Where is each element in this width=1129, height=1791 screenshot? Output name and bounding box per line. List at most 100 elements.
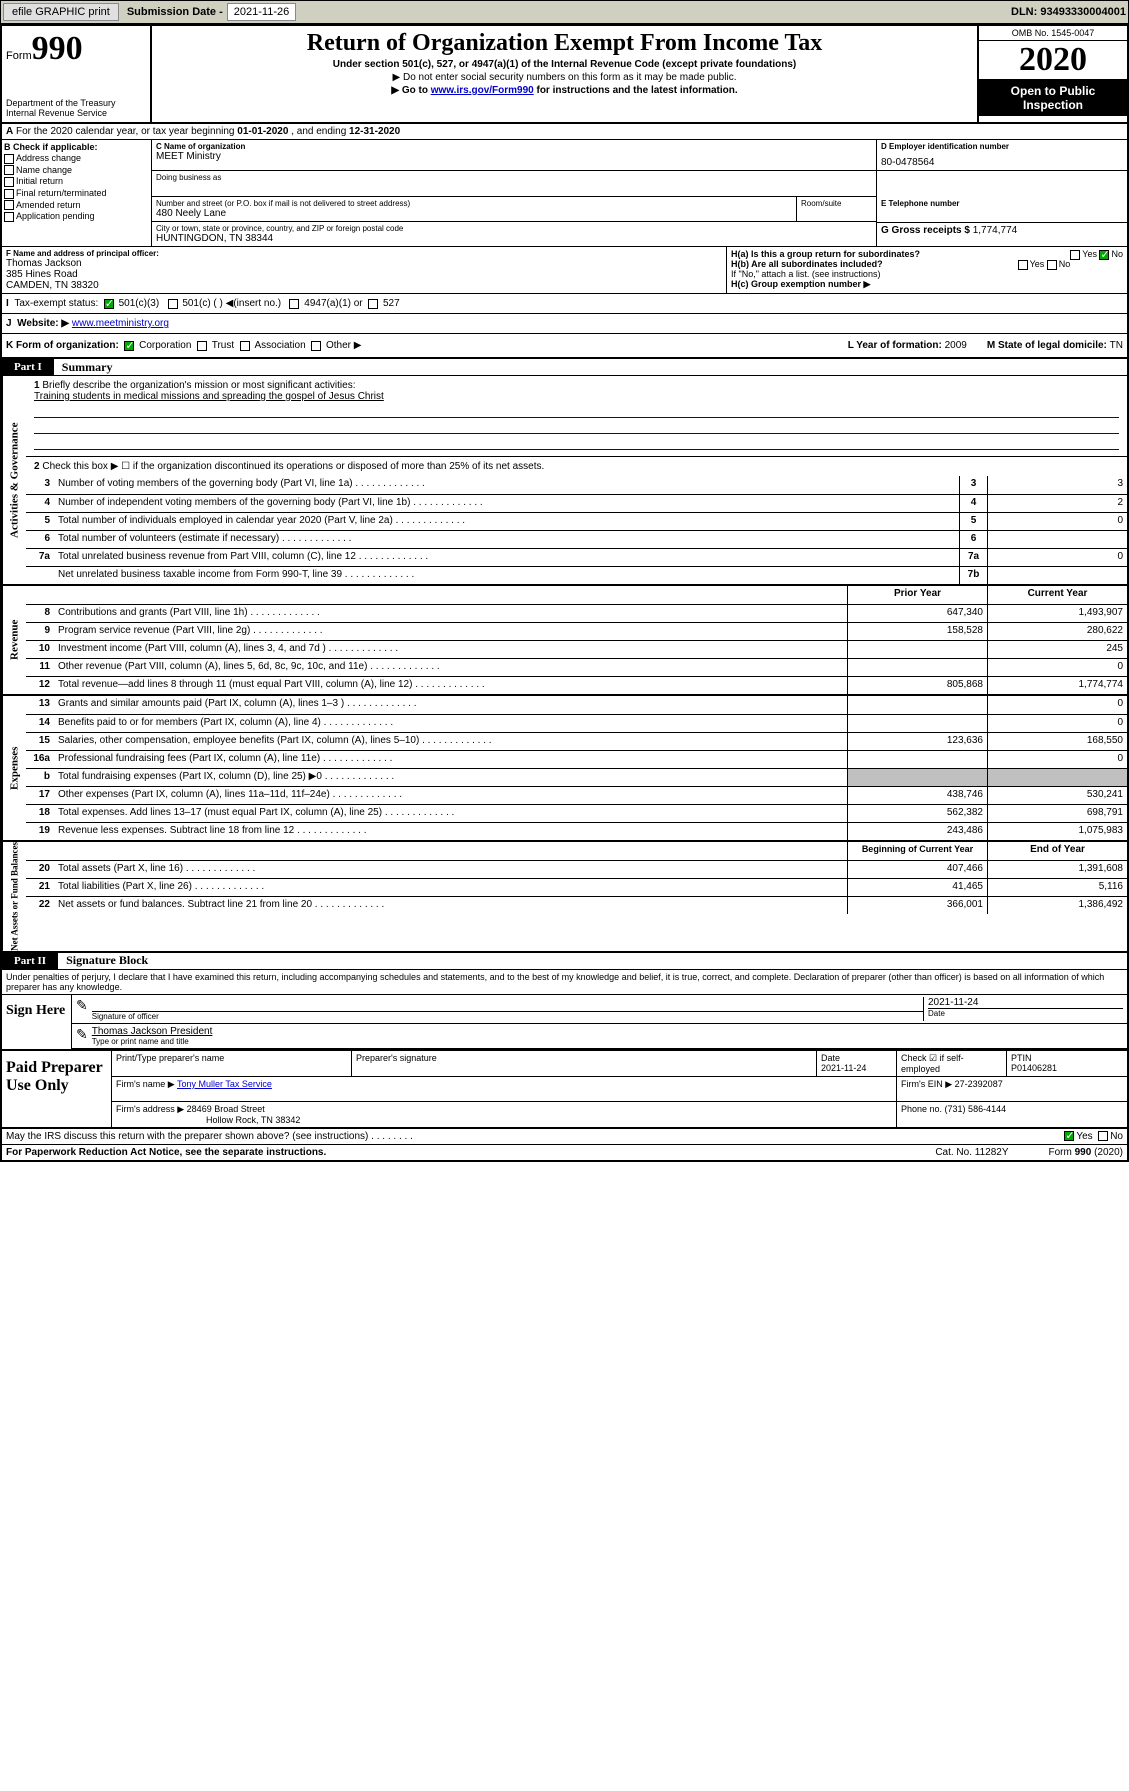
chk-initial[interactable]: Initial return	[4, 176, 149, 187]
header-prior: Prior Year	[847, 586, 987, 604]
box-f: F Name and address of principal officer:…	[2, 247, 727, 293]
ein-value: 80-0478564	[881, 157, 1123, 168]
tax-year: 2020	[979, 41, 1127, 80]
toolbar: efile GRAPHIC print Submission Date - 20…	[0, 0, 1129, 24]
chk-pending[interactable]: Application pending	[4, 211, 149, 222]
note-ssn: ▶ Do not enter social security numbers o…	[160, 72, 969, 83]
gross-box: G Gross receipts $ 1,774,774	[877, 222, 1127, 246]
chk-discuss-no[interactable]	[1098, 1131, 1108, 1141]
summary-line: 13Grants and similar amounts paid (Part …	[26, 696, 1127, 714]
org-name-box: C Name of organization MEET Ministry	[152, 140, 877, 171]
header-current: Current Year	[987, 586, 1127, 604]
chk-trust[interactable]	[197, 341, 207, 351]
street-address: 480 Neely Lane	[156, 208, 792, 219]
header-begin: Beginning of Current Year	[847, 842, 987, 860]
efile-button[interactable]: efile GRAPHIC print	[3, 3, 119, 21]
officer-addr2: CAMDEN, TN 38320	[6, 280, 722, 291]
chk-other[interactable]	[311, 341, 321, 351]
city-value: HUNTINGDON, TN 38344	[156, 233, 872, 244]
form-ref: Form 990 (2020)	[1049, 1147, 1123, 1158]
header-end: End of Year	[987, 842, 1127, 860]
part1-tab: Part I	[2, 359, 54, 375]
summary-line: 16aProfessional fundraising fees (Part I…	[26, 750, 1127, 768]
website-link[interactable]: www.meetministry.org	[72, 318, 169, 329]
ein-box: D Employer identification number 80-0478…	[877, 140, 1127, 171]
summary-line: 6Total number of volunteers (estimate if…	[26, 530, 1127, 548]
chk-4947[interactable]	[289, 299, 299, 309]
summary-line: 14Benefits paid to or for members (Part …	[26, 714, 1127, 732]
pen-icon: ✎	[76, 1026, 88, 1046]
summary-expenses: Expenses 13Grants and similar amounts pa…	[2, 696, 1127, 842]
part2-header: Part II Signature Block	[2, 953, 1127, 970]
firm-addr2: Hollow Rock, TN 38342	[206, 1115, 300, 1125]
chk-address[interactable]: Address change	[4, 153, 149, 164]
chk-amended[interactable]: Amended return	[4, 200, 149, 211]
note-goto: ▶ Go to www.irs.gov/Form990 for instruct…	[160, 85, 969, 96]
firm-phone: (731) 586-4144	[945, 1104, 1007, 1114]
chk-501c[interactable]	[168, 299, 178, 309]
firm-name[interactable]: Tony Muller Tax Service	[177, 1079, 272, 1089]
row-k: K Form of organization: Corporation Trus…	[2, 334, 1127, 359]
firm-ein: 27-2392087	[955, 1079, 1003, 1089]
omb-number: OMB No. 1545-0047	[979, 26, 1127, 41]
prep-date: 2021-11-24	[821, 1063, 892, 1073]
city-box: City or town, state or province, country…	[152, 222, 877, 246]
summary-line: 18Total expenses. Add lines 13–17 (must …	[26, 804, 1127, 822]
chk-discuss-yes[interactable]	[1064, 1131, 1074, 1141]
pen-icon: ✎	[76, 997, 88, 1021]
part2-title: Signature Block	[58, 953, 148, 968]
org-name: MEET Ministry	[156, 151, 872, 162]
summary-line: 9Program service revenue (Part VIII, lin…	[26, 622, 1127, 640]
submission-date: 2021-11-26	[227, 3, 296, 21]
addr-box: Number and street (or P.O. box if mail i…	[152, 197, 797, 222]
room-box: Room/suite	[797, 197, 877, 222]
mission-text: Training students in medical missions an…	[34, 391, 1119, 402]
chk-name[interactable]: Name change	[4, 165, 149, 176]
officer-addr1: 385 Hines Road	[6, 269, 722, 280]
part2-tab: Part II	[2, 953, 58, 969]
open-inspection: Open to Public Inspection	[979, 80, 1127, 116]
vtab-netassets: Net Assets or Fund Balances	[2, 842, 26, 951]
summary-line: 7aTotal unrelated business revenue from …	[26, 548, 1127, 566]
footer: For Paperwork Reduction Act Notice, see …	[2, 1145, 1127, 1160]
ptin: P01406281	[1011, 1063, 1123, 1073]
summary-line: 20Total assets (Part X, line 16)407,4661…	[26, 860, 1127, 878]
summary-line: 8Contributions and grants (Part VIII, li…	[26, 604, 1127, 622]
chk-final[interactable]: Final return/terminated	[4, 188, 149, 199]
box-h: H(a) Is this a group return for subordin…	[727, 247, 1127, 293]
summary-line: 21Total liabilities (Part X, line 26)41,…	[26, 878, 1127, 896]
part1-title: Summary	[54, 360, 113, 375]
officer-name: Thomas Jackson	[6, 258, 722, 269]
box-cde: C Name of organization MEET Ministry D E…	[152, 140, 1127, 246]
chk-501c3[interactable]	[104, 299, 114, 309]
irs-link[interactable]: www.irs.gov/Form990	[431, 85, 534, 96]
chk-527[interactable]	[368, 299, 378, 309]
section-fgh: F Name and address of principal officer:…	[2, 247, 1127, 294]
chk-assoc[interactable]	[240, 341, 250, 351]
summary-line: 4Number of independent voting members of…	[26, 494, 1127, 512]
vtab-expenses: Expenses	[2, 696, 26, 840]
discuss-row: May the IRS discuss this return with the…	[2, 1129, 1127, 1145]
chk-corp[interactable]	[124, 341, 134, 351]
vtab-governance: Activities & Governance	[2, 376, 26, 584]
dba-box: Doing business as	[152, 171, 877, 197]
firm-addr1: 28469 Broad Street	[187, 1104, 265, 1114]
period-row: A For the 2020 calendar year, or tax yea…	[2, 124, 1127, 140]
summary-line: bTotal fundraising expenses (Part IX, co…	[26, 768, 1127, 786]
summary-governance: Activities & Governance 1 Briefly descri…	[2, 376, 1127, 586]
year-formation: 2009	[945, 340, 967, 351]
perjury-text: Under penalties of perjury, I declare th…	[2, 970, 1127, 995]
vtab-revenue: Revenue	[2, 586, 26, 694]
sig-date: 2021-11-24	[928, 997, 1123, 1008]
mission-block: 1 Briefly describe the organization's mi…	[26, 376, 1127, 457]
summary-line: 5Total number of individuals employed in…	[26, 512, 1127, 530]
row-j: J Website: ▶ www.meetministry.org	[2, 314, 1127, 334]
header-center: Return of Organization Exempt From Incom…	[152, 26, 977, 122]
submission-label: Submission Date -	[127, 6, 223, 18]
summary-line: 10Investment income (Part VIII, column (…	[26, 640, 1127, 658]
summary-line: 11Other revenue (Part VIII, column (A), …	[26, 658, 1127, 676]
summary-line: 15Salaries, other compensation, employee…	[26, 732, 1127, 750]
summary-line: 22Net assets or fund balances. Subtract …	[26, 896, 1127, 914]
sign-here-label: Sign Here	[2, 995, 72, 1049]
part1-header: Part I Summary	[2, 359, 1127, 376]
